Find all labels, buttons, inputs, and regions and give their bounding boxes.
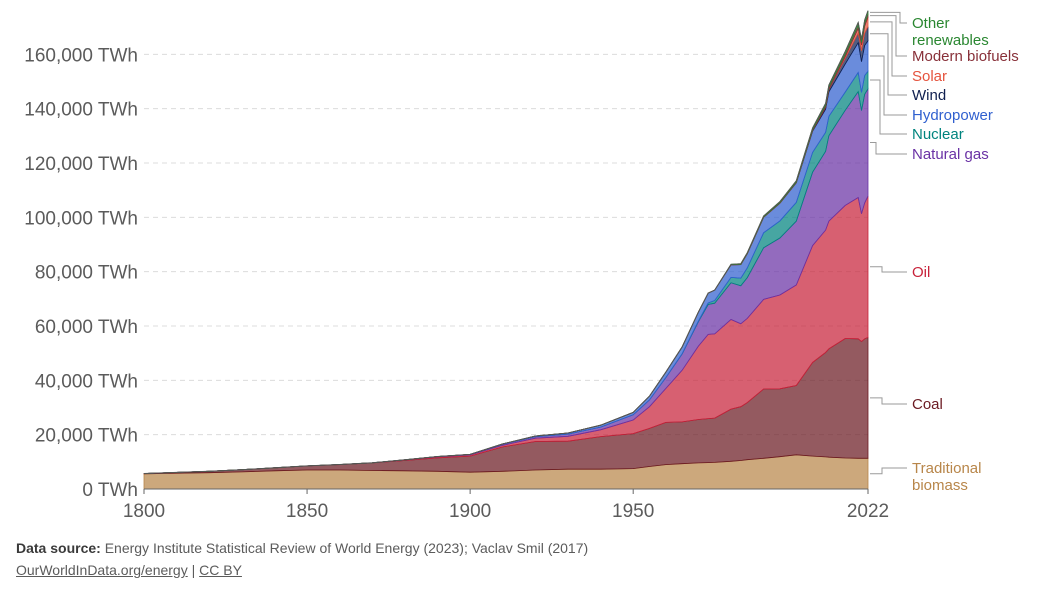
footer-links: OurWorldInData.org/energy | CC BY (16, 562, 242, 578)
legend-connector (870, 79, 907, 135)
y-tick-label: 80,000 TWh (35, 263, 138, 284)
legend-label-coal: Coal (912, 396, 943, 413)
legend-label-traditional-biomass: Traditional biomass (912, 460, 981, 494)
owid-link[interactable]: OurWorldInData.org/energy (16, 562, 188, 578)
x-tick-label: 2022 (847, 501, 889, 522)
total-outline (143, 10, 869, 474)
legend-connector (870, 21, 907, 77)
y-tick-label: 100,000 TWh (24, 208, 138, 229)
x-tick-label: 1900 (449, 501, 491, 522)
legend-connector (870, 266, 907, 273)
data-source-line: Data source: Energy Institute Statistica… (16, 540, 588, 556)
chart: 0 TWh 20,000 TWh 40,000 TWh 60,000 TWh 80,00… (24, 10, 1019, 522)
legend-label-oil: Oil (912, 264, 930, 281)
x-tick-label: 1950 (612, 501, 654, 522)
y-tick-label: 140,000 TWh (24, 100, 138, 121)
y-tick-label: 160,000 TWh (24, 45, 138, 66)
legend-connector (870, 11, 907, 24)
legend-label-natural-gas: Natural gas (912, 146, 989, 163)
x-tick-label: 1850 (286, 501, 328, 522)
footer-separator: | (191, 562, 196, 578)
legend-label-nuclear: Nuclear (912, 126, 964, 143)
y-tick-label: 60,000 TWh (35, 317, 138, 338)
legend-connector (870, 397, 907, 405)
legend-label-modern-biofuels: Modern biofuels (912, 48, 1019, 65)
data-source-text: Energy Institute Statistical Review of W… (104, 540, 589, 556)
legend-label-solar: Solar (912, 68, 947, 85)
legend-connector (870, 33, 907, 96)
x-tick-label: 1800 (123, 501, 165, 522)
legend-label-wind: Wind (912, 87, 946, 104)
data-source-label: Data source: (16, 540, 101, 556)
y-tick-label: 0 TWh (82, 480, 138, 501)
legend-connector (870, 467, 907, 475)
legend-connector (870, 55, 907, 116)
legend-connector (870, 142, 907, 155)
license-link[interactable]: CC BY (199, 562, 242, 578)
y-tick-label: 120,000 TWh (24, 154, 138, 175)
legend-connector (870, 15, 907, 57)
y-tick-label: 20,000 TWh (35, 426, 138, 447)
legend-label-hydropower: Hydropower (912, 107, 993, 124)
legend-label-other-renewables: Other renewables (912, 15, 989, 49)
y-tick-label: 40,000 TWh (35, 371, 138, 392)
